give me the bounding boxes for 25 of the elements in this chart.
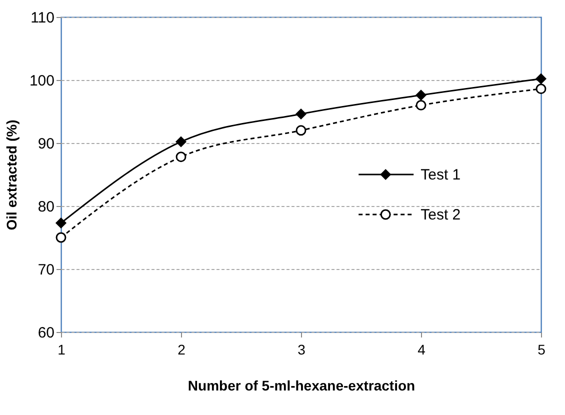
point bbox=[296, 125, 306, 136]
x-tick-label: 4 bbox=[418, 342, 426, 358]
point bbox=[536, 84, 546, 94]
point bbox=[176, 136, 186, 147]
point bbox=[56, 218, 66, 228]
y-tick-label: 70 bbox=[38, 262, 54, 278]
y-tick-label: 60 bbox=[38, 324, 54, 342]
x-tick-label: 3 bbox=[298, 342, 306, 358]
y-tick-label: 100 bbox=[29, 72, 54, 90]
legend-label: Test 1 bbox=[420, 166, 461, 184]
x-axis-title: Number of 5-ml-hexane-extraction bbox=[188, 378, 416, 394]
y-axis-title: Oil extracted (%) bbox=[3, 120, 20, 230]
y-tick-label: 90 bbox=[38, 136, 54, 152]
point bbox=[416, 90, 426, 100]
point bbox=[56, 232, 66, 243]
point bbox=[296, 108, 306, 120]
x-tick-label: 2 bbox=[178, 342, 186, 358]
x-tick-label: 5 bbox=[538, 342, 546, 358]
y-tick-label: 110 bbox=[30, 10, 54, 26]
point bbox=[536, 74, 546, 84]
legend-label: Test 2 bbox=[420, 206, 461, 224]
x-tick-label: 1 bbox=[58, 342, 66, 358]
point bbox=[176, 152, 186, 162]
point bbox=[416, 100, 426, 110]
y-tick-label: 80 bbox=[38, 198, 54, 216]
